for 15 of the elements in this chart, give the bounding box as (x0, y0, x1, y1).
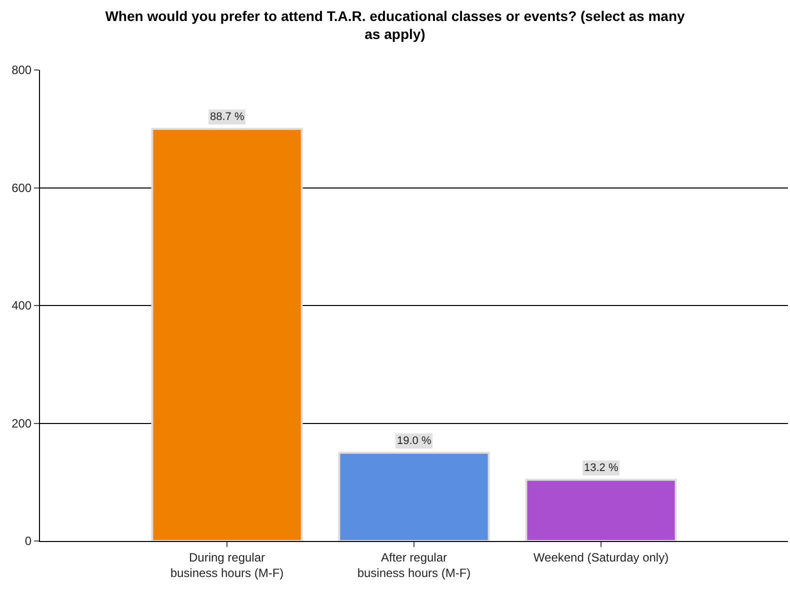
y-tick-label: 0 (24, 534, 32, 548)
bar (525, 478, 677, 541)
y-tick-label: 800 (12, 63, 32, 78)
annotation: 19.0 % (397, 435, 432, 447)
bar (338, 452, 490, 541)
bar (151, 128, 303, 541)
x-tick-label: During regular business hours (M-F) (170, 550, 284, 580)
y-tick-label: 400 (12, 298, 32, 313)
x-tick-label: After regular business hours (M-F) (357, 550, 471, 580)
y-tick-label: 200 (12, 416, 32, 430)
chart-title: When would you prefer to attend T.A.R. educational classes or events? (select as many as apply) (105, 8, 686, 42)
annotation: 13.2 % (584, 462, 618, 474)
y-tick-label: 600 (12, 180, 32, 195)
x-tick-label: Weekend (Saturday only) (533, 550, 669, 564)
annotation: 88.7 % (210, 111, 244, 123)
